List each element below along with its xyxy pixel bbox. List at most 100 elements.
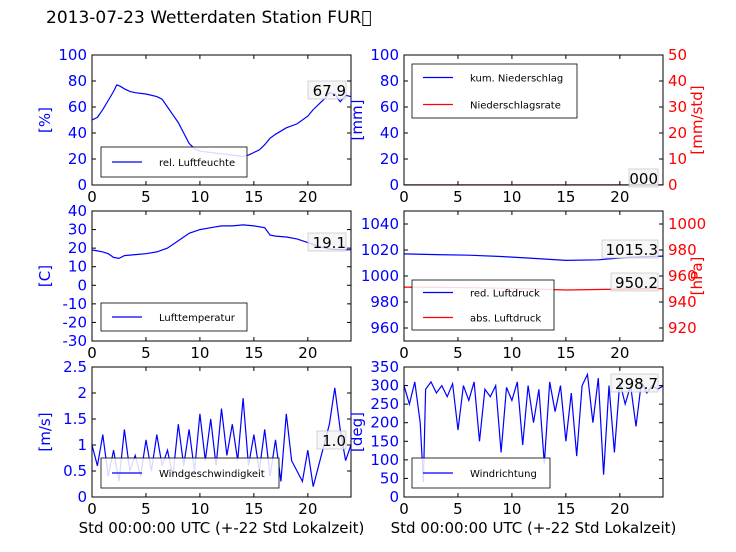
x-tick-label: 20 (610, 500, 629, 518)
y-tick-label: 10 (68, 258, 87, 276)
y-tick-label: 0.5 (63, 462, 87, 480)
x-tick-label: 20 (298, 188, 317, 206)
y-tick-label: -10 (63, 295, 88, 313)
y-tick-label: 2 (77, 384, 87, 402)
y-tick-label: 40 (68, 202, 87, 220)
y-tick-label: 980 (370, 293, 399, 311)
y2-tick-label: 960 (668, 267, 697, 285)
series-line-1 (404, 372, 663, 483)
x-tick-label: 0 (399, 188, 409, 206)
x-tick-label: 0 (399, 344, 409, 362)
x-tick-label: 10 (502, 188, 521, 206)
y-tick-label: 100 (370, 451, 399, 469)
chart-panel-1: 0 5 10 15 20 0 20 40 60 80 100 [%] rel. Luftfeuchte 6… (36, 46, 352, 206)
x-tick-label: 10 (190, 344, 209, 362)
y2-axis-label: [hPa] (688, 257, 706, 296)
y2-tick-label: 40 (668, 72, 687, 90)
y2-tick-label: 30 (668, 98, 687, 116)
y-tick-label: 20 (68, 150, 87, 168)
y-axis-label: [mm] (348, 100, 366, 141)
plot-frame (403, 54, 664, 186)
y-tick-label: 300 (370, 377, 399, 395)
x-tick-label: 10 (502, 500, 521, 518)
value-label-box (610, 272, 659, 292)
legend-box (100, 457, 280, 489)
y-tick-label: -20 (63, 313, 88, 331)
figure-title: 2013-07-23 Wetterdaten Station FUR  (46, 8, 372, 28)
value-label-box (316, 430, 347, 450)
y-tick-label: 350 (370, 358, 399, 376)
chart-panel-3: 0 5 10 15 20-30-20-10010203040[C]Lufttempera… (36, 202, 352, 362)
y2-tick-label: 940 (668, 293, 697, 311)
y-tick-label: 20 (68, 239, 87, 257)
y-tick-label: 200 (370, 414, 399, 432)
series-line-1 (92, 224, 351, 260)
y-tick-label: 40 (380, 124, 399, 142)
value-label-box (601, 239, 659, 259)
legend-label: red. Luftdruck (470, 289, 540, 300)
x-tick-label: 5 (141, 500, 151, 518)
y-tick-label: -30 (63, 332, 88, 350)
legend-label: rel. Luftfeuchte (159, 158, 235, 169)
x-tick-label: 15 (244, 188, 263, 206)
y-axis-label: [%] (36, 107, 54, 133)
legend-label: kum. Niederschlag (470, 74, 563, 85)
y-tick-label: 60 (380, 98, 399, 116)
x-tick-label: 5 (453, 344, 463, 362)
value-label-box (610, 373, 659, 393)
legend-label: abs. Luftdruck (470, 314, 541, 325)
x-tick-label: 0 (87, 188, 97, 206)
x-tick-label: 15 (244, 344, 263, 362)
x-axis-label: Std 00:00:00 UTC (+-22 Std Lokalzeit) (391, 519, 677, 537)
series-line-1 (92, 387, 351, 487)
plot-frame (91, 210, 352, 342)
y-tick-label: 150 (370, 432, 399, 450)
current-value-label: 950.2 (615, 274, 658, 292)
x-tick-label: 0 (399, 500, 409, 518)
y-tick-label: 0 (389, 488, 399, 506)
legend-label: Windgeschwindigkeit (159, 469, 265, 480)
x-tick-label: 5 (453, 188, 463, 206)
x-tick-label: 20 (298, 500, 317, 518)
x-tick-label: 15 (244, 500, 263, 518)
y-tick-label: 80 (380, 72, 399, 90)
y-tick-label: 50 (380, 469, 399, 487)
y-tick-label: 1.5 (63, 410, 87, 428)
y-tick-label: 0 (77, 176, 87, 194)
current-value-label: 000 (629, 170, 658, 188)
y-tick-label: 20 (380, 150, 399, 168)
current-value-label: 298.7 (615, 375, 658, 393)
legend-label: Niederschlagsrate (470, 101, 561, 112)
x-tick-label: 20 (298, 344, 317, 362)
x-tick-label: 15 (556, 344, 575, 362)
y-axis-label: [m/s] (36, 412, 54, 451)
y-tick-label: 100 (370, 46, 399, 64)
chart-panel-2: 0 5 10 15 20 0 20 40 60 80 100 0 10 20 30 40 50 [mm] [mm/s… (348, 46, 706, 206)
y-tick-label: 1020 (361, 241, 399, 259)
y-tick-label: 2.5 (63, 358, 87, 376)
x-tick-label: 0 (87, 344, 97, 362)
x-tick-label: 0 (87, 500, 97, 518)
current-value-label: 1015.3 (606, 241, 659, 259)
y-tick-label: 40 (68, 124, 87, 142)
x-tick-label: 5 (453, 500, 463, 518)
y-tick-label: 250 (370, 395, 399, 413)
plot-frame (91, 366, 352, 498)
x-tick-label: 5 (141, 188, 151, 206)
value-label-box (307, 80, 347, 100)
y2-axis-label: [mm/std] (688, 85, 706, 154)
legend-label: Windrichtung (470, 469, 537, 480)
value-label-box (307, 232, 347, 252)
y-axis-label: [deg] (348, 412, 366, 452)
y-tick-label: 60 (68, 98, 87, 116)
legend-box (411, 279, 555, 331)
y-tick-label: 0 (77, 276, 87, 294)
y2-tick-label: 50 (668, 46, 687, 64)
x-tick-label: 5 (141, 344, 151, 362)
y-tick-label: 0 (77, 488, 87, 506)
x-tick-label: 15 (556, 500, 575, 518)
chart-panel-4: 0 5 10 15 20 960 980 1000 1020 1040 920 940 960 980 10… (361, 210, 706, 362)
x-tick-label: 10 (502, 344, 521, 362)
